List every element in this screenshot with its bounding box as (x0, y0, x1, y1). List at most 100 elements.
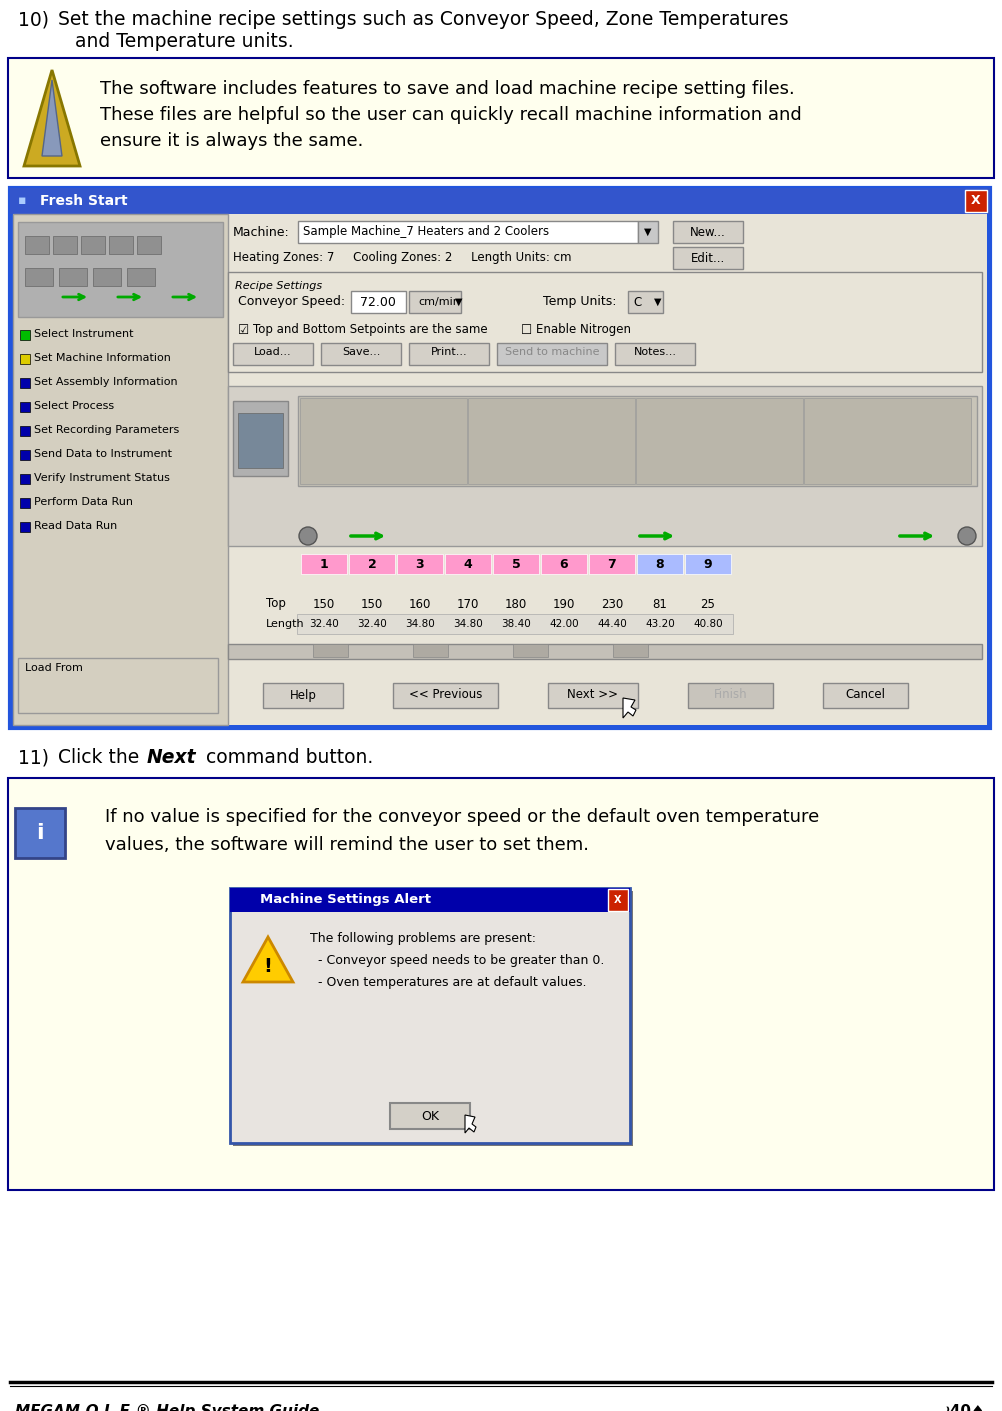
Text: Load From: Load From (25, 663, 83, 673)
Text: 1: 1 (320, 557, 329, 570)
Text: 34.80: 34.80 (453, 619, 483, 629)
Text: ☐: ☐ (521, 323, 532, 336)
Text: 190: 190 (553, 597, 575, 611)
FancyBboxPatch shape (409, 291, 461, 313)
Text: Cancel: Cancel (846, 689, 886, 701)
Text: Machine Settings Alert: Machine Settings Alert (260, 893, 431, 906)
Text: 2: 2 (368, 557, 377, 570)
Text: !: ! (264, 957, 273, 976)
Text: Length: Length (266, 619, 305, 629)
FancyBboxPatch shape (59, 268, 87, 286)
FancyBboxPatch shape (10, 188, 990, 728)
Text: Help: Help (290, 689, 317, 701)
Text: - Conveyor speed needs to be greater than 0.: - Conveyor speed needs to be greater tha… (310, 954, 604, 967)
Text: 32.40: 32.40 (357, 619, 387, 629)
FancyBboxPatch shape (13, 214, 987, 725)
Text: Load...: Load... (255, 347, 292, 357)
Text: New...: New... (690, 226, 725, 238)
Text: Save...: Save... (342, 347, 380, 357)
Text: 43.20: 43.20 (645, 619, 675, 629)
FancyBboxPatch shape (804, 398, 971, 484)
FancyBboxPatch shape (20, 402, 30, 412)
Text: 6: 6 (560, 557, 568, 570)
Text: 170: 170 (457, 597, 479, 611)
FancyBboxPatch shape (53, 236, 77, 254)
Text: X: X (614, 895, 622, 904)
Text: Perform Data Run: Perform Data Run (34, 497, 133, 507)
Text: ensure it is always the same.: ensure it is always the same. (100, 133, 364, 150)
FancyBboxPatch shape (109, 236, 133, 254)
Polygon shape (24, 71, 80, 166)
Text: 5: 5 (512, 557, 520, 570)
Text: Sample Machine_7 Heaters and 2 Coolers: Sample Machine_7 Heaters and 2 Coolers (303, 226, 549, 238)
Text: C: C (633, 295, 641, 309)
FancyBboxPatch shape (8, 777, 994, 1189)
FancyBboxPatch shape (965, 190, 987, 212)
Text: The software includes features to save and load machine recipe setting files.: The software includes features to save a… (100, 80, 795, 97)
Text: Conveyor Speed:: Conveyor Speed: (238, 295, 345, 309)
Text: Click the: Click the (58, 748, 145, 768)
FancyBboxPatch shape (823, 683, 908, 708)
Text: 150: 150 (361, 597, 383, 611)
Text: ▼: ▼ (654, 296, 661, 308)
Text: Notes...: Notes... (633, 347, 676, 357)
Text: 3: 3 (416, 557, 424, 570)
Text: 25: 25 (700, 597, 715, 611)
Text: command button.: command button. (200, 748, 374, 768)
FancyBboxPatch shape (688, 683, 773, 708)
Text: ▪: ▪ (18, 195, 26, 207)
FancyBboxPatch shape (230, 888, 630, 1143)
Polygon shape (465, 1115, 476, 1133)
Text: These files are helpful so the user can quickly recall machine information and: These files are helpful so the user can … (100, 106, 802, 124)
Text: 4: 4 (464, 557, 472, 570)
FancyBboxPatch shape (18, 658, 218, 713)
Text: Machine:: Machine: (233, 226, 290, 238)
FancyBboxPatch shape (541, 555, 587, 574)
FancyBboxPatch shape (615, 343, 695, 365)
Text: 230: 230 (601, 597, 623, 611)
Text: Next: Next (147, 748, 196, 768)
FancyBboxPatch shape (673, 222, 743, 243)
Text: Edit...: Edit... (690, 251, 725, 264)
Text: Send Data to Instrument: Send Data to Instrument (34, 449, 172, 459)
FancyBboxPatch shape (228, 387, 982, 546)
FancyBboxPatch shape (638, 222, 658, 243)
FancyBboxPatch shape (637, 555, 683, 574)
FancyBboxPatch shape (20, 498, 30, 508)
FancyBboxPatch shape (20, 474, 30, 484)
Text: Next >>: Next >> (567, 689, 618, 701)
Text: The following problems are present:: The following problems are present: (310, 933, 536, 945)
FancyBboxPatch shape (413, 643, 448, 658)
FancyBboxPatch shape (263, 683, 343, 708)
FancyBboxPatch shape (127, 268, 155, 286)
FancyBboxPatch shape (25, 236, 49, 254)
FancyBboxPatch shape (8, 58, 994, 178)
FancyBboxPatch shape (628, 291, 663, 313)
FancyBboxPatch shape (20, 426, 30, 436)
Text: 160: 160 (409, 597, 431, 611)
Text: 9: 9 (703, 557, 712, 570)
FancyBboxPatch shape (349, 555, 395, 574)
Text: Select Instrument: Select Instrument (34, 329, 133, 339)
Text: i: i (36, 823, 44, 842)
FancyBboxPatch shape (298, 222, 638, 243)
FancyBboxPatch shape (93, 268, 121, 286)
FancyBboxPatch shape (230, 888, 630, 912)
FancyBboxPatch shape (20, 354, 30, 364)
Text: 10): 10) (18, 10, 49, 30)
FancyBboxPatch shape (513, 643, 548, 658)
Text: Read Data Run: Read Data Run (34, 521, 117, 531)
FancyBboxPatch shape (10, 188, 990, 214)
Text: << Previous: << Previous (409, 689, 482, 701)
FancyBboxPatch shape (351, 291, 406, 313)
FancyBboxPatch shape (81, 236, 105, 254)
Polygon shape (623, 698, 636, 718)
Text: Top: Top (266, 597, 286, 611)
Text: Print...: Print... (431, 347, 467, 357)
FancyBboxPatch shape (685, 555, 731, 574)
FancyBboxPatch shape (20, 330, 30, 340)
Text: cm/min: cm/min (418, 296, 460, 308)
Text: Set the machine recipe settings such as Conveyor Speed, Zone Temperatures: Set the machine recipe settings such as … (58, 10, 789, 30)
Text: 7: 7 (607, 557, 616, 570)
Text: Enable Nitrogen: Enable Nitrogen (536, 323, 631, 336)
